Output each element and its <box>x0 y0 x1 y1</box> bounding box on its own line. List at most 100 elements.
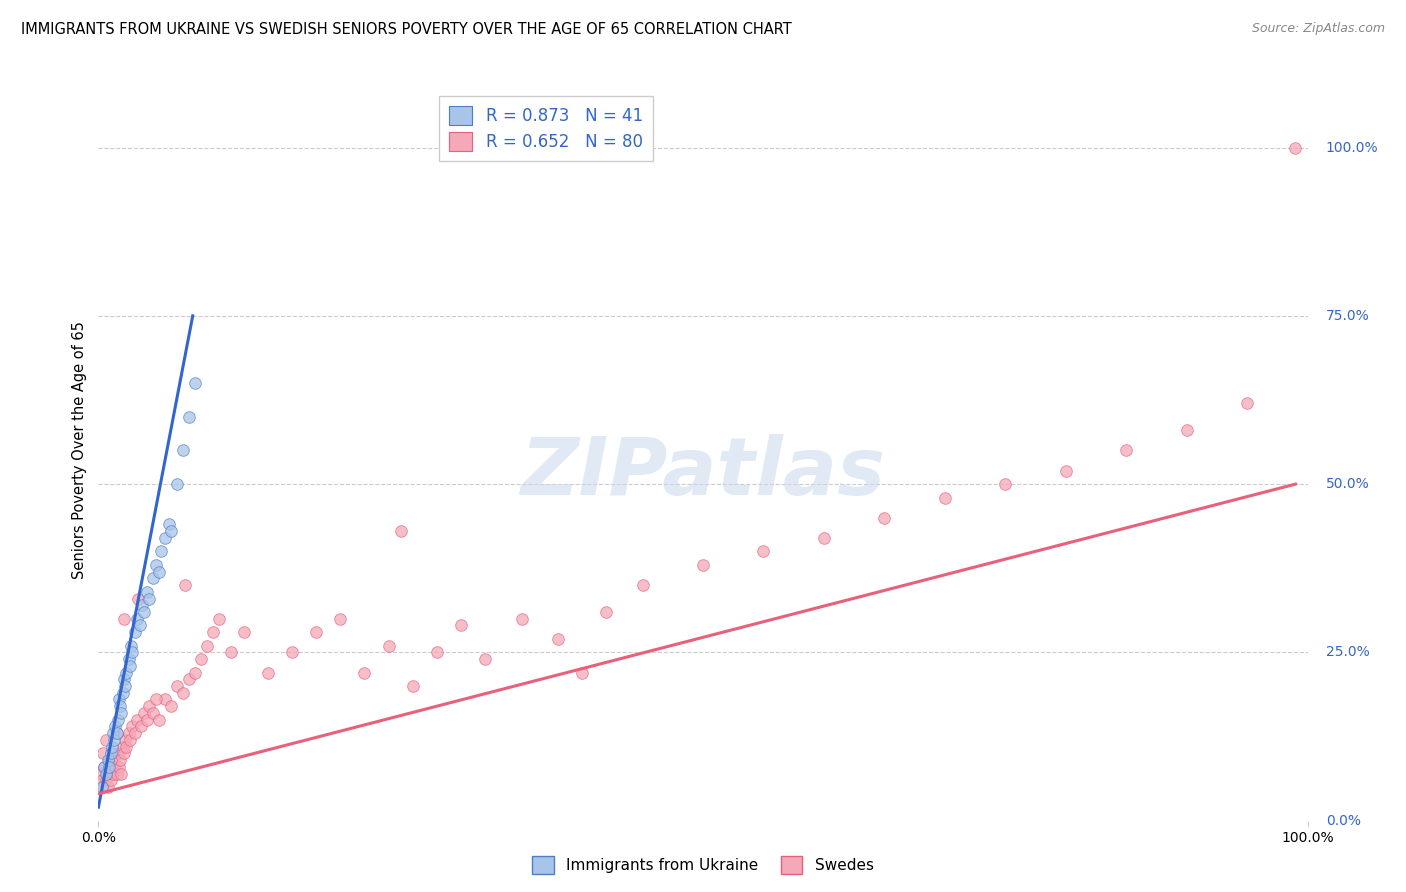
Point <box>692 558 714 572</box>
Point <box>281 645 304 659</box>
Point <box>873 510 896 524</box>
Point <box>134 605 156 619</box>
Point <box>174 578 197 592</box>
Text: 75.0%: 75.0% <box>1326 309 1369 323</box>
Point <box>1175 423 1198 437</box>
Text: 25.0%: 25.0% <box>1326 646 1369 659</box>
Point <box>121 645 143 659</box>
Point <box>595 605 617 619</box>
Point <box>91 780 114 794</box>
Point <box>127 612 149 626</box>
Point <box>107 713 129 727</box>
Point <box>138 699 160 714</box>
Point <box>232 625 254 640</box>
Point <box>184 665 207 680</box>
Point <box>108 692 131 706</box>
Point <box>142 706 165 720</box>
Point <box>305 625 328 640</box>
Point <box>118 732 141 747</box>
Point <box>105 766 128 780</box>
Point <box>134 706 156 720</box>
Text: 100.0%: 100.0% <box>1326 141 1378 154</box>
Point <box>190 652 212 666</box>
Point <box>148 565 170 579</box>
Point <box>166 679 188 693</box>
Point <box>145 692 167 706</box>
Point <box>1054 464 1077 478</box>
Point <box>97 753 120 767</box>
Legend: Immigrants from Ukraine, Swedes: Immigrants from Ukraine, Swedes <box>526 850 880 880</box>
Point <box>135 713 157 727</box>
Text: ZIPatlas: ZIPatlas <box>520 434 886 512</box>
Point <box>256 665 278 680</box>
Point <box>474 652 496 666</box>
Point <box>101 766 124 780</box>
Point <box>157 517 180 532</box>
Point <box>135 584 157 599</box>
Point <box>631 578 654 592</box>
Point <box>128 618 150 632</box>
Point <box>202 625 225 640</box>
Point <box>118 658 141 673</box>
Point <box>138 591 160 606</box>
Point <box>1115 443 1137 458</box>
Point <box>179 409 201 424</box>
Point <box>120 639 142 653</box>
Point <box>179 673 201 687</box>
Point <box>94 766 117 780</box>
Point <box>100 747 122 761</box>
Point <box>172 686 194 700</box>
Point <box>115 665 138 680</box>
Point <box>172 443 194 458</box>
Point <box>91 780 114 794</box>
Point <box>98 760 121 774</box>
Point <box>90 766 112 780</box>
Point <box>127 591 149 606</box>
Point <box>153 692 176 706</box>
Point <box>450 618 472 632</box>
Point <box>510 612 533 626</box>
Point <box>111 739 134 754</box>
Point <box>110 706 132 720</box>
Point <box>107 747 129 761</box>
Point <box>127 713 149 727</box>
Point <box>184 376 207 391</box>
Legend: R = 0.873   N = 41, R = 0.652   N = 80: R = 0.873 N = 41, R = 0.652 N = 80 <box>439 96 652 161</box>
Point <box>160 699 183 714</box>
Point <box>96 732 118 747</box>
Point <box>1284 140 1306 154</box>
Point <box>108 753 131 767</box>
Point <box>112 673 135 687</box>
Point <box>114 732 136 747</box>
Point <box>1236 396 1258 410</box>
Point <box>131 599 153 613</box>
Point <box>94 773 117 788</box>
Point <box>377 639 399 653</box>
Point <box>115 739 138 754</box>
Point <box>103 753 125 767</box>
Point <box>813 531 835 545</box>
Point <box>221 645 243 659</box>
Point <box>195 639 218 653</box>
Point <box>353 665 375 680</box>
Point <box>101 726 124 740</box>
Point <box>91 773 114 788</box>
Point <box>426 645 449 659</box>
Point <box>148 713 170 727</box>
Point <box>402 679 425 693</box>
Point <box>104 760 127 774</box>
Point <box>98 753 121 767</box>
Point <box>166 477 188 491</box>
Point <box>96 766 118 780</box>
Point <box>103 732 125 747</box>
Point <box>118 652 141 666</box>
Point <box>118 726 141 740</box>
Point <box>150 544 173 558</box>
Point <box>934 491 956 505</box>
Point <box>752 544 775 558</box>
Point <box>108 760 131 774</box>
Point <box>105 726 128 740</box>
Point <box>100 739 122 754</box>
Point <box>108 699 131 714</box>
Point <box>124 726 146 740</box>
